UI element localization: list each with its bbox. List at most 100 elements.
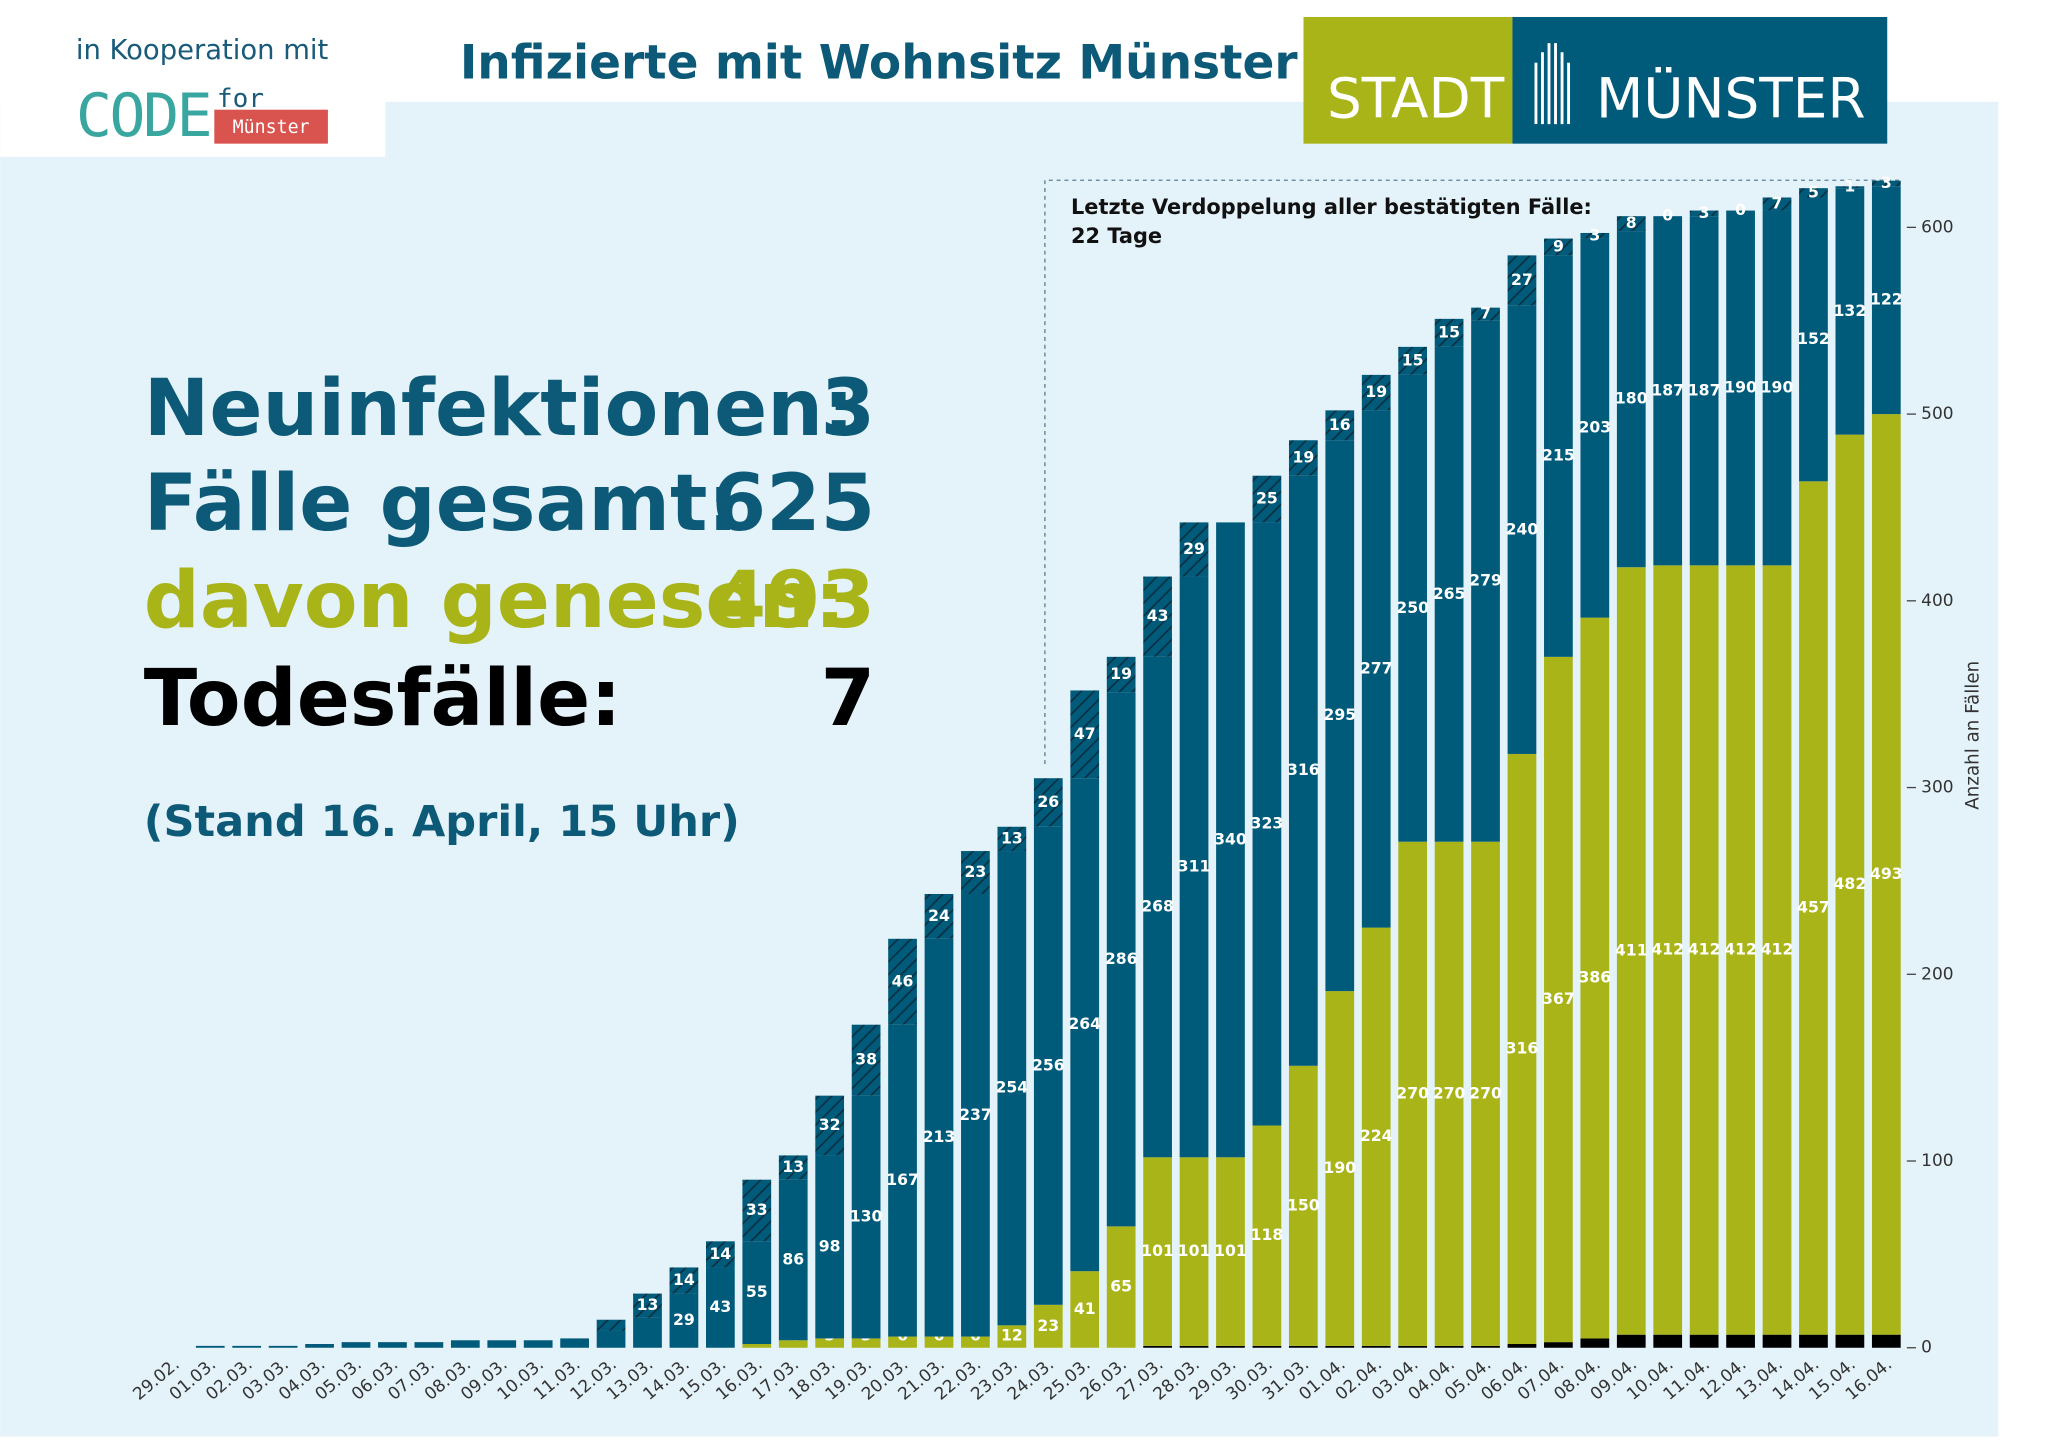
data-label: 187	[1688, 380, 1721, 399]
data-label: 386	[1578, 968, 1611, 987]
annotation: 22 Tage	[1071, 224, 1162, 248]
bar-segment	[961, 893, 990, 1337]
bar-segment	[669, 1267, 699, 1294]
y-axis-label: Anzahl an Fällen	[1963, 661, 1984, 810]
bar-segment	[1507, 305, 1537, 754]
data-label: 23	[965, 862, 987, 881]
data-label: 86	[782, 1249, 804, 1268]
bar-segment	[1070, 778, 1100, 1272]
bar-segment	[1580, 232, 1610, 239]
data-label: 15	[1438, 322, 1460, 341]
bar-segment	[1762, 210, 1792, 566]
bar-segment	[523, 1340, 553, 1348]
bar-segment	[414, 1342, 444, 1348]
bar-segment	[1288, 1345, 1318, 1348]
data-label: 270	[1396, 1083, 1429, 1102]
data-label: 323	[1251, 813, 1284, 832]
bar-segment	[1726, 210, 1755, 566]
data-label: 240	[1506, 519, 1539, 538]
bar-segment	[997, 851, 1027, 1326]
data-label: 65	[1110, 1277, 1132, 1296]
bar-segment	[815, 1338, 845, 1348]
bar-segment	[1361, 374, 1391, 411]
data-label: 316	[1506, 1038, 1539, 1057]
bar-segment	[268, 1345, 298, 1348]
data-label: 152	[1797, 329, 1830, 348]
bar-segment	[1325, 991, 1355, 1346]
data-label: 13	[637, 1295, 659, 1314]
data-label: 277	[1360, 658, 1393, 677]
bar-segment	[1398, 841, 1428, 1346]
bar-segment	[742, 1179, 772, 1242]
data-label: 316	[1287, 760, 1320, 779]
bar-segment	[1143, 576, 1172, 657]
bar-segment	[1216, 522, 1245, 1158]
bar-segment	[851, 1095, 881, 1339]
bar-segment	[1471, 307, 1500, 321]
bar-segment	[1799, 197, 1828, 482]
bar-segment	[961, 851, 990, 894]
bar-segment	[669, 1293, 699, 1348]
bar-segment	[1252, 1125, 1282, 1346]
bar-segment	[1216, 1157, 1245, 1346]
data-label: 412	[1761, 940, 1794, 959]
data-label: 55	[746, 1282, 768, 1301]
data-label: 412	[1651, 940, 1684, 959]
bar-segment	[1361, 410, 1391, 928]
data-label: 190	[1724, 377, 1757, 396]
bar-segment	[1544, 255, 1573, 657]
data-label: 130	[850, 1207, 883, 1226]
bar-segment	[1361, 1345, 1391, 1348]
cooperation-text: in Kooperation mit	[76, 35, 329, 66]
bar-segment	[1544, 656, 1573, 1343]
data-label: 250	[1396, 598, 1429, 617]
data-label: 279	[1469, 571, 1502, 590]
bar-segment	[1288, 440, 1318, 476]
bar-segment	[1398, 1345, 1428, 1348]
bar-segment	[305, 1344, 334, 1348]
data-label: 132	[1834, 301, 1867, 320]
bar-segment	[851, 1338, 881, 1348]
bar-segment	[633, 1317, 662, 1348]
code-for: for	[217, 84, 264, 114]
data-label: 41	[1074, 1299, 1096, 1318]
data-label: 237	[959, 1105, 992, 1124]
bar-segment	[1325, 440, 1355, 992]
data-label: 14	[709, 1244, 731, 1263]
data-label: 25	[1256, 489, 1278, 508]
bar-segment	[1689, 1334, 1719, 1348]
bar-segment	[232, 1345, 262, 1348]
bar-segment	[742, 1344, 772, 1348]
stat-label: davon genesen:	[144, 555, 846, 646]
bar-segment	[1179, 1345, 1209, 1348]
bar-segment	[1835, 1334, 1865, 1348]
bar-segment	[1726, 565, 1755, 1335]
y-tick-label: 400	[1921, 591, 1953, 611]
bar-segment	[1033, 826, 1063, 1305]
data-label: 295	[1323, 705, 1356, 724]
bar-segment	[1799, 481, 1828, 1335]
city-logo-icon	[1534, 43, 1571, 125]
code-city: Münster	[233, 117, 310, 138]
data-label: 3	[1699, 203, 1710, 222]
bar-segment	[1507, 753, 1537, 1345]
bar-segment	[1398, 374, 1428, 842]
bar-segment	[815, 1095, 845, 1156]
data-label: 101	[1141, 1241, 1174, 1260]
data-label: 3	[1589, 225, 1600, 244]
bar-segment	[778, 1155, 808, 1180]
data-label: 27	[1511, 270, 1533, 289]
bar-segment	[1616, 231, 1646, 568]
bar-segment	[1799, 188, 1828, 198]
data-label: 7	[1772, 194, 1783, 213]
data-label: 13	[1001, 828, 1023, 847]
bar-segment	[1106, 1226, 1136, 1348]
data-label: 311	[1178, 856, 1211, 875]
y-tick-label: 500	[1921, 404, 1953, 424]
bar-segment	[1653, 565, 1683, 1335]
bar-segment	[997, 1325, 1027, 1348]
bar-segment	[1471, 320, 1500, 842]
data-label: 122	[1870, 290, 1903, 309]
bar-segment	[487, 1340, 517, 1348]
